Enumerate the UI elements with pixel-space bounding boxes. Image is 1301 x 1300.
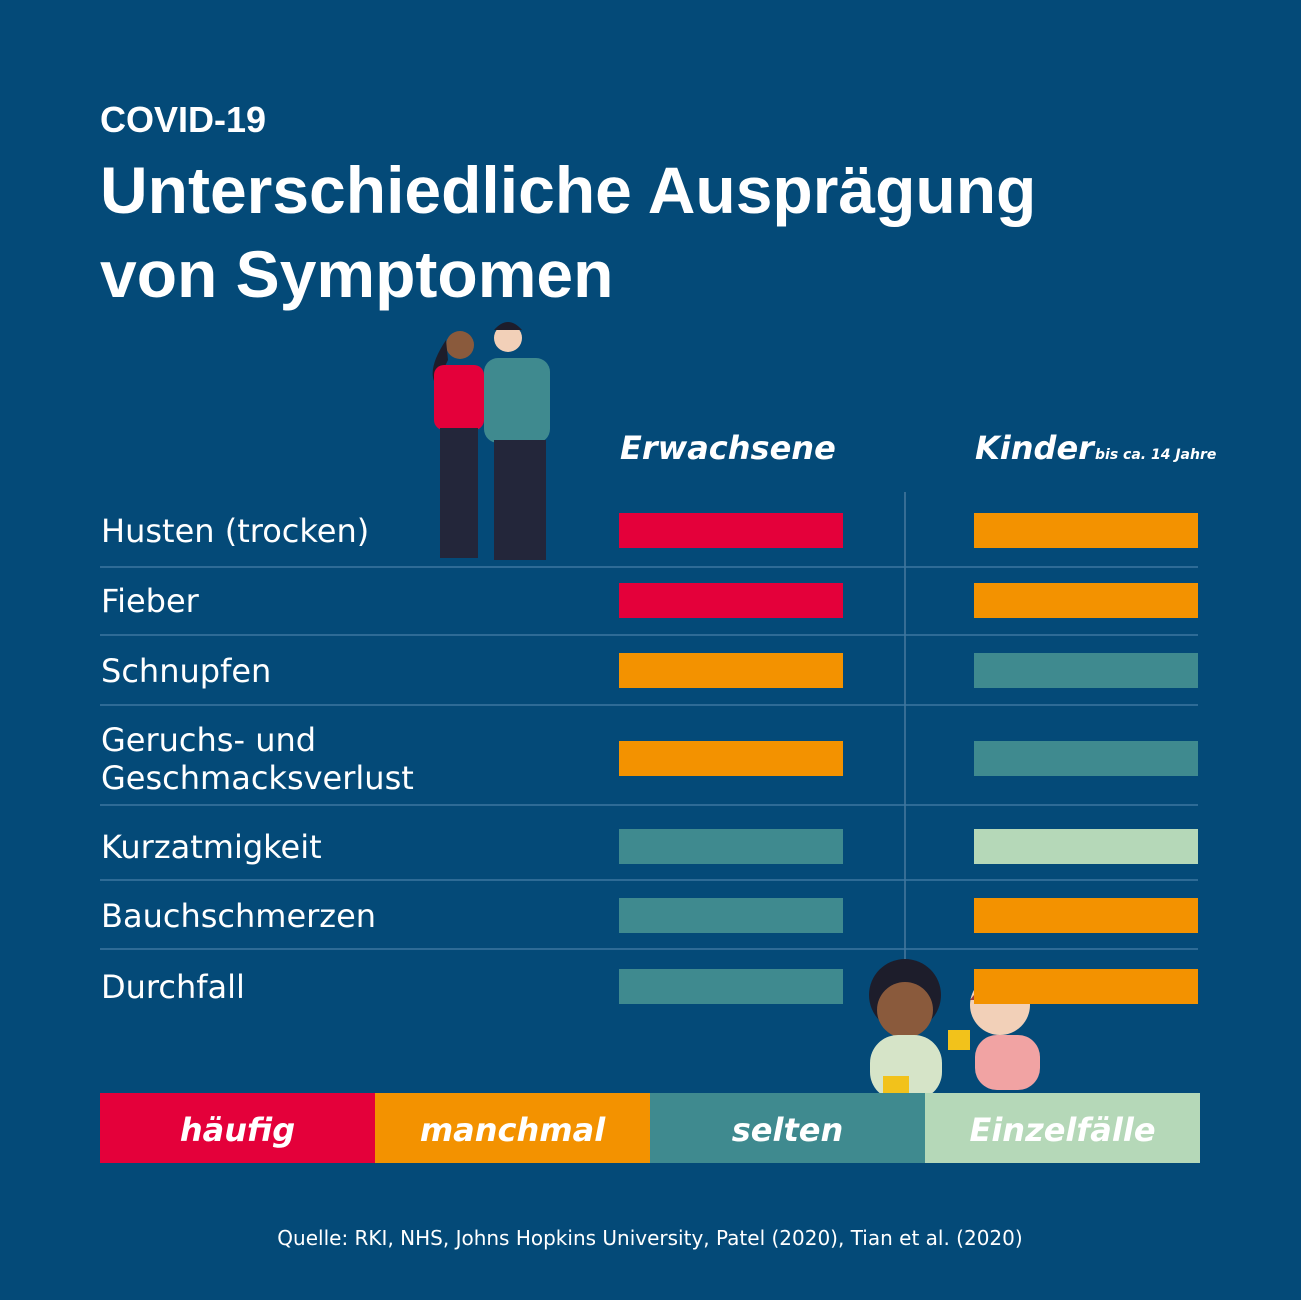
column-note: bis ca. 14 Jahre — [1095, 447, 1216, 463]
symptom-label: Bauchschmerzen — [101, 897, 376, 935]
title-line: von Symptomen — [100, 237, 613, 311]
legend-swatch — [375, 1093, 650, 1163]
column-header: Erwachsene — [620, 429, 836, 467]
column-header: Kinder — [975, 429, 1096, 467]
level-bar — [974, 741, 1198, 776]
level-bar — [619, 969, 843, 1004]
level-bar — [619, 653, 843, 688]
legend-label: Einzelfälle — [969, 1111, 1155, 1149]
level-bar — [974, 829, 1198, 864]
source: Quelle: RKI, NHS, Johns Hopkins Universi… — [277, 1226, 1022, 1250]
title-line: Unterschiedliche Ausprägung — [100, 153, 1036, 227]
legend-label: häufig — [180, 1111, 295, 1149]
level-bar — [619, 829, 843, 864]
level-bar — [974, 653, 1198, 688]
symptom-label: Geschmacksverlust — [101, 759, 414, 797]
legend-label: selten — [732, 1111, 844, 1149]
symptom-label: Husten (trocken) — [101, 512, 369, 550]
level-bar — [619, 741, 843, 776]
level-bar — [974, 898, 1198, 933]
symptom-label: Geruchs- und — [101, 721, 316, 759]
level-bar — [619, 898, 843, 933]
level-bar — [974, 513, 1198, 548]
adults-illustration — [432, 322, 550, 560]
level-bar — [974, 969, 1198, 1004]
symptom-label: Schnupfen — [101, 652, 271, 690]
level-bar — [619, 583, 843, 618]
legend-swatch — [925, 1093, 1200, 1163]
level-bar — [619, 513, 843, 548]
legend-label: manchmal — [420, 1111, 606, 1149]
rows: Husten (trocken) Fieber Schnupfen Geruchs- … — [100, 512, 1198, 1006]
symptom-label: Durchfall — [101, 968, 245, 1006]
legend-swatch — [100, 1093, 375, 1163]
symptom-label: Kurzatmigkeit — [101, 828, 322, 866]
kicker: COVID-19 — [100, 99, 266, 140]
symptom-label: Fieber — [101, 582, 200, 620]
legend-swatch — [650, 1093, 925, 1163]
level-bar — [974, 583, 1198, 618]
legend: häufig manchmal selten Einzelfälle — [100, 1093, 1200, 1163]
